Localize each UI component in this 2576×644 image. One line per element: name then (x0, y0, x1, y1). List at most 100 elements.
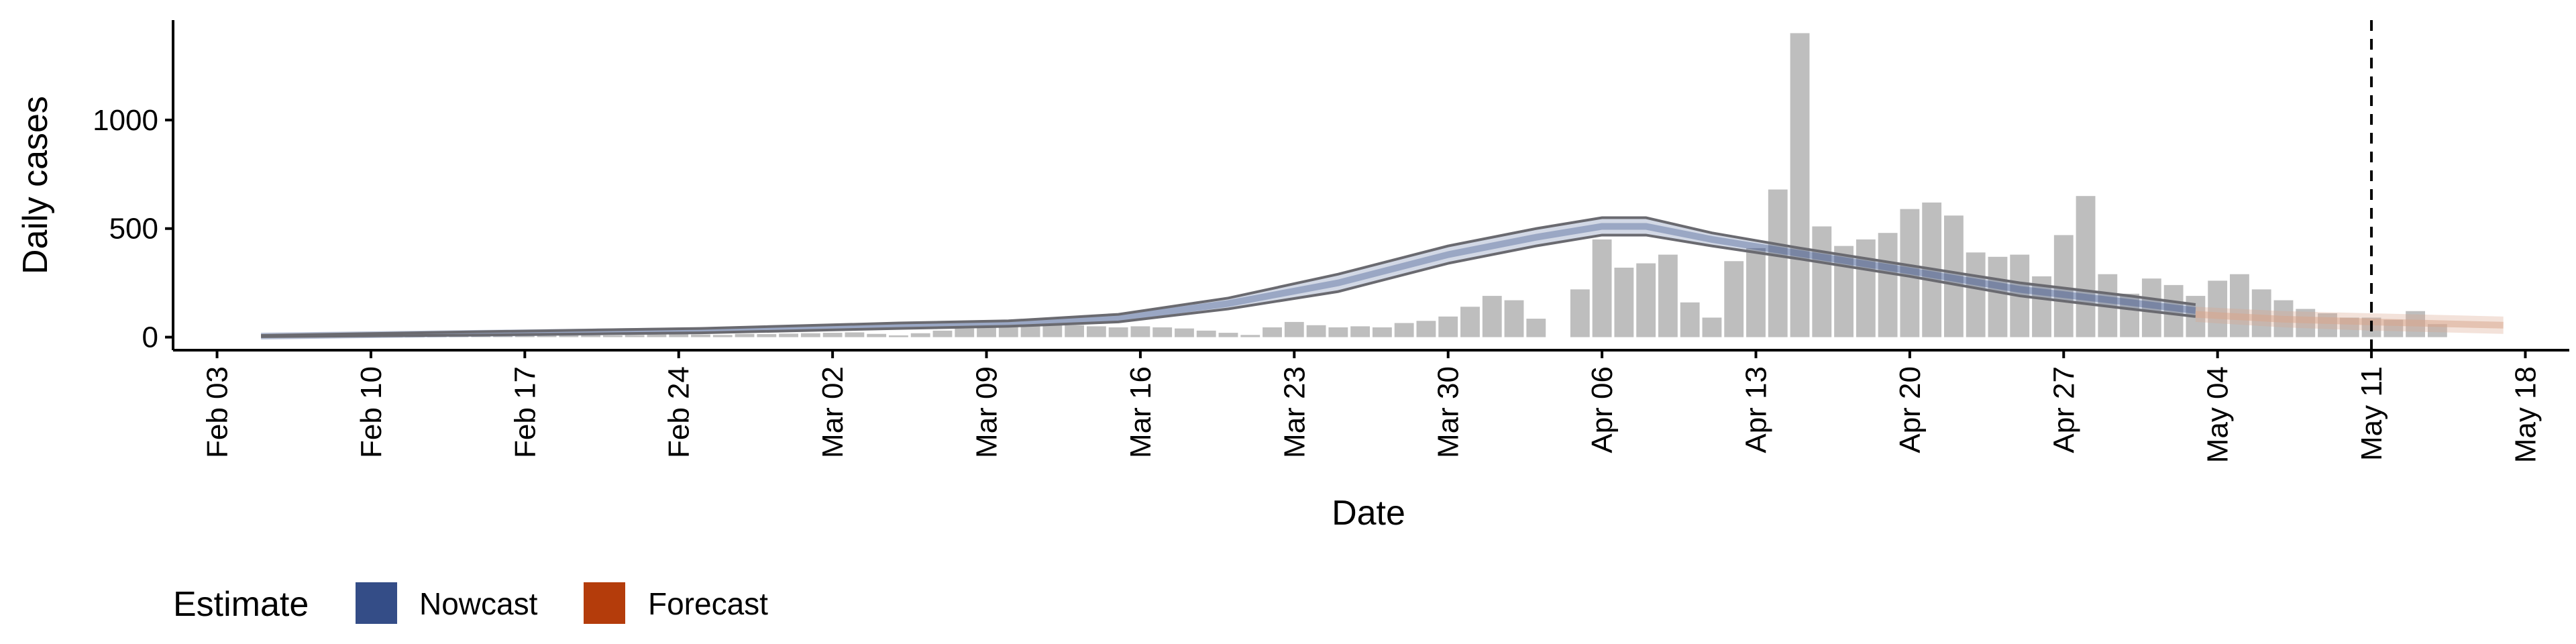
forecast-median (2195, 311, 2504, 329)
case-bar (1614, 268, 1634, 337)
x-tick-label: Feb 17 (508, 366, 541, 458)
case-bar (2120, 293, 2140, 337)
case-bar (1065, 325, 1085, 337)
case-bar (1284, 321, 1304, 337)
case-bar (822, 333, 843, 337)
x-tick-label: May 04 (2202, 366, 2235, 463)
x-tick-label: Apr 20 (1894, 366, 1927, 453)
case-bar (1152, 327, 1173, 337)
x-tick-label: Mar 23 (1278, 366, 1311, 458)
case-bar (625, 335, 645, 337)
case-bar (1856, 239, 1876, 337)
x-axis-title: Date (1332, 494, 1405, 533)
case-bar (1130, 326, 1150, 337)
case-bar (1768, 189, 1788, 337)
case-bar (1988, 256, 2008, 337)
legend: Estimate Nowcast Forecast (173, 582, 768, 624)
case-bar (515, 335, 535, 337)
case-bar (1636, 263, 1656, 337)
case-bar (1240, 335, 1260, 337)
case-bar (1658, 254, 1678, 337)
x-tick-label: Feb 03 (201, 366, 234, 458)
x-tick-label: Apr 27 (2047, 366, 2080, 453)
case-bar (932, 330, 953, 337)
legend-label-nowcast: Nowcast (419, 586, 538, 621)
legend-title: Estimate (173, 585, 309, 624)
case-bar (1042, 324, 1063, 337)
case-bar (955, 328, 975, 337)
case-bar (602, 335, 623, 337)
case-bar (867, 333, 887, 337)
case-bar (1416, 321, 1436, 337)
case-bar (1944, 215, 1964, 337)
case-bar (2230, 274, 2249, 337)
x-tick-label: Mar 30 (1432, 366, 1465, 458)
x-tick-label: Mar 09 (971, 366, 1004, 458)
case-bar (691, 334, 710, 337)
y-tick-label: 500 (109, 213, 158, 246)
case-bar (1702, 317, 1722, 337)
case-bar (1438, 316, 1458, 337)
case-bar (1372, 327, 1392, 337)
legend-key-nowcast (356, 582, 397, 624)
case-bar (1834, 246, 1854, 337)
case-bar (449, 335, 469, 337)
x-tick-label: Feb 24 (663, 366, 696, 458)
x-axis-ticks: Feb 03 Feb 10 Feb 17 Feb 24 Mar 02 Mar 09 Mar … (201, 350, 2542, 463)
case-bar (1020, 325, 1040, 337)
bars-layer (273, 33, 2447, 337)
case-bar (581, 335, 601, 337)
case-bar (1196, 330, 1216, 337)
case-bar (1526, 319, 1546, 337)
x-tick-label: Apr 06 (1586, 366, 1619, 453)
case-bar (800, 333, 820, 337)
case-bar (559, 335, 579, 337)
case-bar (1504, 300, 1524, 337)
case-bar (2427, 324, 2447, 337)
case-bar (1218, 333, 1238, 337)
case-bar (537, 335, 557, 337)
x-tick-label: Feb 10 (355, 366, 388, 458)
case-bar (910, 333, 930, 337)
case-bar (779, 333, 798, 337)
case-bar (998, 326, 1018, 337)
case-bar (2141, 278, 2161, 337)
nowcast-median (261, 223, 2196, 339)
case-bar (1966, 252, 1986, 337)
case-bar (2163, 284, 2184, 337)
x-tick-label: Mar 02 (816, 366, 849, 458)
case-bar (647, 334, 667, 337)
case-bar (1570, 289, 1590, 337)
nowcast-lower-line (261, 233, 2196, 338)
case-bar (1900, 209, 1920, 337)
case-bar (1724, 261, 1744, 337)
case-bar (427, 336, 447, 337)
case-bar (1680, 302, 1700, 337)
legend-key-forecast (584, 582, 625, 624)
case-bar (1812, 226, 1832, 337)
case-bar (1328, 327, 1348, 337)
x-tick-label: May 18 (2509, 366, 2542, 463)
case-bar (1482, 296, 1502, 337)
case-bar (669, 334, 689, 337)
case-bar (471, 335, 491, 337)
y-axis-title: Daily cases (16, 96, 55, 274)
case-bar (1175, 328, 1194, 337)
case-bar (1263, 327, 1282, 337)
case-bar (1108, 327, 1128, 337)
case-bar (1460, 307, 1480, 337)
x-tick-label: May 11 (2355, 366, 2388, 461)
case-bar (1746, 248, 1766, 337)
y-tick-label: 0 (142, 321, 158, 354)
case-bar (2208, 280, 2228, 337)
nowcast-upper-line (261, 216, 2196, 337)
case-bar (1086, 326, 1106, 337)
y-axis-ticks: 0 500 1000 (93, 104, 173, 354)
case-bar (1350, 326, 1371, 337)
x-tick-label: Apr 13 (1739, 366, 1772, 453)
case-bar (889, 335, 908, 337)
case-bar (1394, 323, 1414, 337)
case-bar (735, 333, 755, 337)
case-bar (2076, 196, 2096, 337)
